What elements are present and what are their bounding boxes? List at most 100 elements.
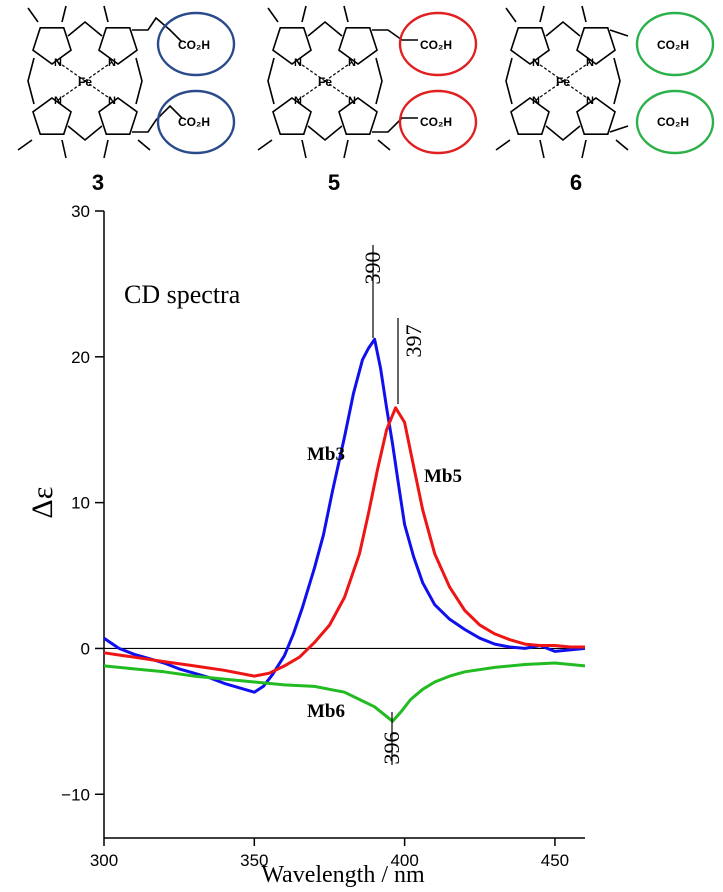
acid-group-bottom-5: CO₂H — [420, 115, 452, 129]
y-axis-title: Δε — [26, 487, 59, 519]
pyrrole-tr-ring — [98, 27, 138, 65]
fe-n-bond-0 — [535, 61, 564, 82]
side-chain-bottom — [372, 117, 418, 133]
y-tick-label: 10 — [71, 494, 90, 513]
pyrrole-tr-ring — [576, 27, 616, 65]
nitrogen-label-0: N — [294, 57, 302, 69]
side-chain-top — [372, 29, 418, 41]
fe-n-bond-2 — [57, 80, 86, 101]
meso-bridge-left — [505, 57, 513, 105]
methyl-group-2 — [581, 5, 587, 23]
acid-group-top-3: CO₂H — [178, 38, 210, 52]
peak-label: 390 — [360, 252, 385, 285]
fe-n-bond-2 — [535, 80, 564, 101]
methyl-group-3 — [257, 139, 273, 151]
methyl-group-3 — [17, 139, 33, 151]
fe-n-bond-3 — [84, 80, 113, 101]
methyl-group-5 — [301, 139, 307, 159]
x-tick-label: 300 — [90, 851, 118, 870]
iron-label: Fe — [556, 75, 570, 89]
fe-n-bond-3 — [324, 80, 353, 101]
x-tick-label: 400 — [390, 851, 418, 870]
pyrrole-bl-ring — [510, 97, 550, 135]
methyl-group-1 — [61, 5, 67, 23]
series-label-mb6: Mb6 — [307, 701, 345, 722]
pyrrole-br-ring — [338, 97, 378, 135]
nitrogen-label-1: N — [108, 57, 116, 69]
side-chain-bottom — [132, 104, 183, 133]
methyl-group-1 — [539, 5, 545, 23]
nitrogen-label-2: N — [54, 95, 62, 107]
y-tick-label: −10 — [61, 785, 90, 804]
compound-number-5: 5 — [328, 170, 340, 195]
nitrogen-label-1: N — [348, 57, 356, 69]
compound-number-6: 6 — [570, 170, 582, 195]
nitrogen-label-2: N — [532, 95, 540, 107]
meso-bridge-left — [27, 57, 35, 105]
nitrogen-label-3: N — [108, 95, 116, 107]
methyl-group-6 — [103, 139, 109, 159]
cd-spectra-chart: −10 0 10 20 30 300 350 400 450 Wavelength / nm Δε C… — [26, 202, 586, 888]
highlight-ring-bottom-3 — [156, 89, 236, 155]
meso-bridge-bottom — [545, 125, 581, 142]
pyrrole-tr-ring — [338, 27, 378, 65]
acid-group-top-6: CO₂H — [657, 38, 689, 52]
meso-bridge-left — [267, 57, 275, 105]
fe-n-bond-3 — [562, 80, 591, 101]
nitrogen-label-3: N — [348, 95, 356, 107]
meso-bridge-top — [307, 20, 343, 37]
methyl-group-4 — [137, 139, 151, 151]
highlight-ring-bottom-6 — [635, 89, 715, 155]
fe-n-bond-1 — [562, 61, 591, 82]
meso-bridge-bottom — [307, 125, 343, 142]
fe-n-bond-2 — [297, 80, 326, 101]
x-tick-label: 350 — [240, 851, 268, 870]
fe-n-bond-1 — [324, 61, 353, 82]
iron-label: Fe — [78, 75, 92, 89]
highlight-ring-top-6 — [635, 11, 715, 77]
meso-bridge-bottom — [67, 125, 103, 142]
peak-label: 397 — [401, 325, 426, 358]
nitrogen-label-0: N — [54, 57, 62, 69]
series-line-mb6 — [103, 661, 586, 723]
meso-bridge-right — [135, 57, 143, 105]
pyrrole-tl-ring — [32, 27, 72, 65]
x-axis-title: Wavelength / nm — [261, 862, 425, 888]
highlight-ring-top-3 — [156, 11, 236, 77]
methyl-group-6 — [343, 139, 349, 159]
peak-label: 396 — [379, 732, 404, 765]
acid-group-top-5: CO₂H — [420, 38, 452, 52]
pyrrole-br-ring — [98, 97, 138, 135]
nitrogen-label-1: N — [586, 57, 594, 69]
methyl-group-0 — [27, 7, 39, 23]
highlight-ring-bottom-5 — [398, 89, 478, 155]
methyl-group-5 — [61, 139, 67, 159]
fe-n-bond-0 — [57, 61, 86, 82]
side-chain-top — [609, 29, 629, 37]
molecule-5: N N N N Fe — [257, 5, 418, 159]
methyl-group-2 — [343, 5, 349, 23]
pyrrole-bl-ring — [272, 97, 312, 135]
series-line-mb5 — [103, 406, 585, 678]
chart-annotation: CD spectra — [124, 280, 241, 309]
acid-group-bottom-6: CO₂H — [657, 115, 689, 129]
methyl-group-1 — [301, 5, 307, 23]
series-label-mb3: Mb3 — [307, 444, 345, 465]
methyl-group-0 — [267, 7, 279, 23]
nitrogen-label-3: N — [586, 95, 594, 107]
methyl-group-4 — [377, 139, 391, 151]
highlight-ring-top-5 — [398, 11, 478, 77]
methyl-group-6 — [581, 139, 587, 159]
methyl-group-5 — [539, 139, 545, 159]
pyrrole-tl-ring — [510, 27, 550, 65]
meso-bridge-right — [613, 57, 621, 105]
meso-bridge-top — [67, 20, 103, 37]
compound-number-3: 3 — [92, 170, 104, 195]
methyl-group-0 — [505, 7, 517, 23]
methyl-group-3 — [495, 139, 511, 151]
pyrrole-bl-ring — [32, 97, 72, 135]
y-tick-label: 30 — [71, 202, 90, 221]
iron-label: Fe — [318, 75, 332, 89]
pyrrole-br-ring — [576, 97, 616, 135]
molecule-structures: N N N N Fe N N N N Fe N N N N Fe CO₂H CO₂H 3 CO₂H CO₂H 5 CO₂H… — [17, 5, 715, 195]
